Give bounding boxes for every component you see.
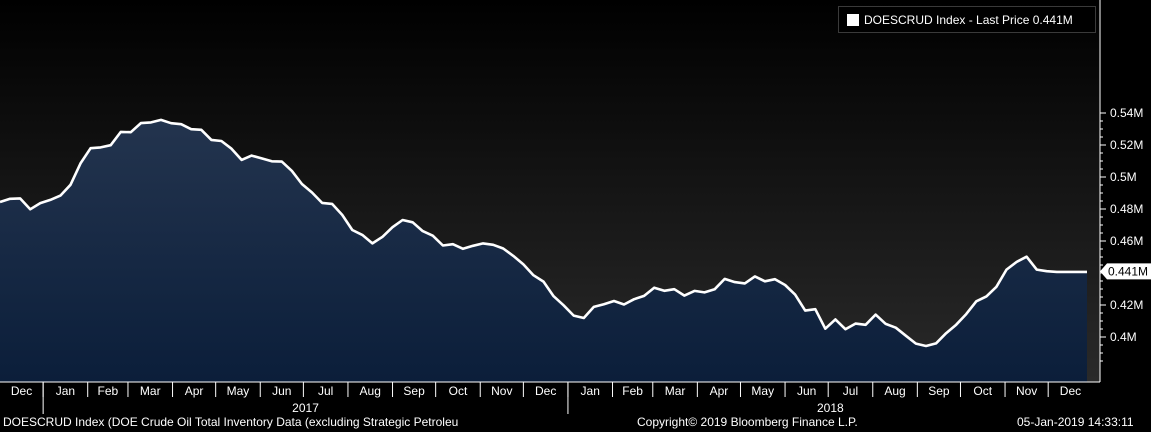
last-price-marker bbox=[1100, 263, 1151, 280]
last-price-label: 0.441M bbox=[1108, 264, 1148, 278]
series-area bbox=[0, 119, 1087, 383]
x-tick-label: Dec bbox=[11, 384, 32, 398]
footer-copyright: Copyright© 2019 Bloomberg Finance L.P. bbox=[637, 415, 858, 429]
y-tick-label: 0.52M bbox=[1110, 138, 1143, 152]
x-tick-label: Nov bbox=[1016, 384, 1037, 398]
x-tick-label: Mar bbox=[140, 384, 161, 398]
x-tick-label: Apr bbox=[710, 384, 729, 398]
footer: DOESCRUD Index (DOE Crude Oil Total Inve… bbox=[0, 414, 1151, 432]
x-tick-label: May bbox=[751, 384, 774, 398]
x-tick-label: Aug bbox=[360, 384, 381, 398]
x-tick-label: Jul bbox=[318, 384, 333, 398]
x-tick-label: Jan bbox=[581, 384, 600, 398]
x-tick-label: Dec bbox=[535, 384, 556, 398]
x-tick-label: Sep bbox=[928, 384, 950, 398]
y-tick-label: 0.42M bbox=[1110, 298, 1143, 312]
y-tick-label: 0.5M bbox=[1110, 170, 1137, 184]
x-tick-label: Oct bbox=[449, 384, 468, 398]
x-tick-label: Jan bbox=[56, 384, 75, 398]
y-tick-label: 0.54M bbox=[1110, 106, 1143, 120]
legend: DOESCRUD Index - Last Price 0.441M bbox=[838, 6, 1096, 33]
y-tick-label: 0.4M bbox=[1110, 330, 1137, 344]
x-tick-label: Apr bbox=[185, 384, 204, 398]
year-label: 2018 bbox=[817, 401, 844, 414]
year-label: 2017 bbox=[292, 401, 319, 414]
x-tick-label: Feb bbox=[622, 384, 643, 398]
x-tick-label: Sep bbox=[403, 384, 425, 398]
legend-label: DOESCRUD Index - Last Price 0.441M bbox=[864, 12, 1073, 27]
x-tick-label: Oct bbox=[973, 384, 992, 398]
x-tick-label: Jul bbox=[843, 384, 858, 398]
footer-timestamp: 05-Jan-2019 14:33:11 bbox=[1017, 415, 1134, 429]
x-tick-label: Jun bbox=[272, 384, 291, 398]
x-tick-label: Dec bbox=[1060, 384, 1081, 398]
x-tick-label: Feb bbox=[97, 384, 118, 398]
x-tick-label: Aug bbox=[884, 384, 905, 398]
x-tick-label: Nov bbox=[491, 384, 512, 398]
chart: 0.4M 0.42M 0.46M 0.48M 0.5M 0.52M 0.54M 0.441M D… bbox=[0, 0, 1151, 414]
x-tick-label: Jun bbox=[797, 384, 816, 398]
series-line bbox=[0, 118, 1087, 348]
y-tick-label: 0.46M bbox=[1110, 234, 1143, 248]
y-tick-label: 0.48M bbox=[1110, 202, 1143, 216]
x-tick-label: May bbox=[227, 384, 250, 398]
x-tick-label: Mar bbox=[665, 384, 686, 398]
footer-description: DOESCRUD Index (DOE Crude Oil Total Inve… bbox=[3, 415, 459, 429]
legend-swatch bbox=[847, 13, 859, 26]
